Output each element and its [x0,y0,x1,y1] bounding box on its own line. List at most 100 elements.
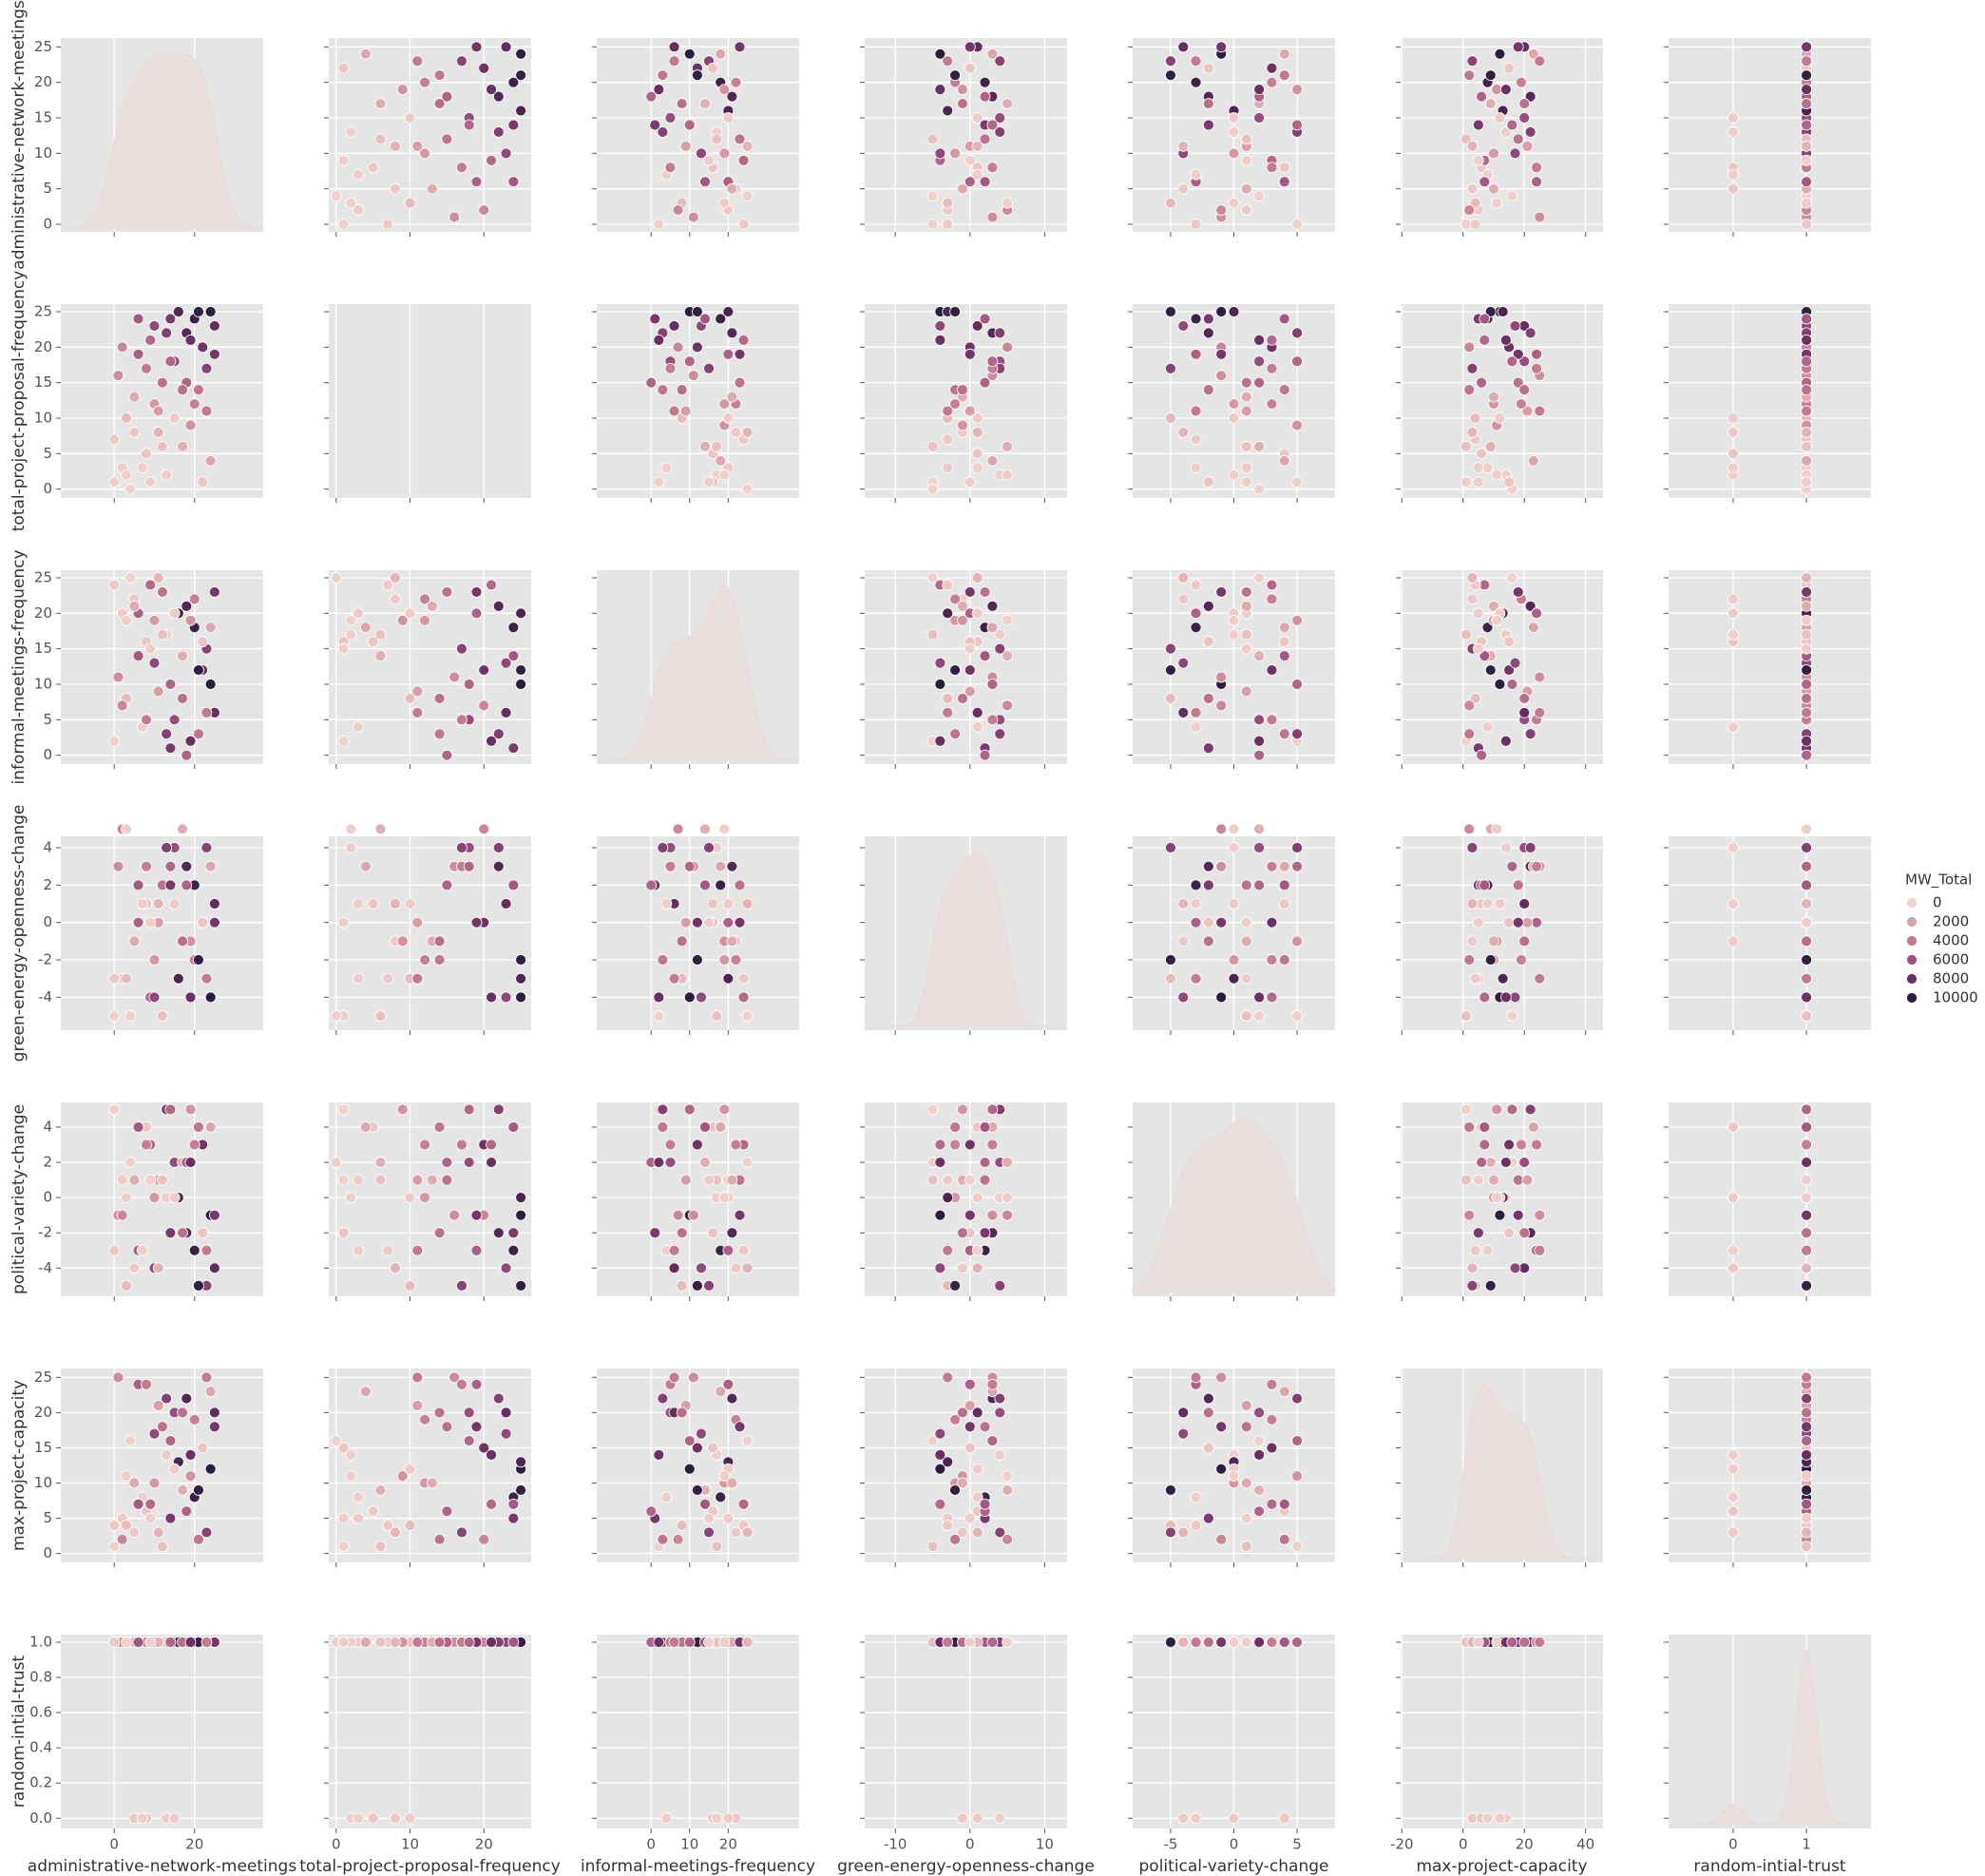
scatter-point [164,1512,177,1524]
scatter-point [1727,1491,1739,1503]
scatter-point [374,1541,387,1553]
scatter-point [1469,197,1481,209]
scatter-point [208,1262,220,1274]
scatter-point [128,1526,141,1539]
scatter-point [1463,954,1476,966]
scatter-point [1466,935,1479,948]
scatter-point [1240,476,1252,488]
scatter-point [345,823,357,835]
scatter-point [699,1498,711,1510]
y-tick-label: 1.0 [29,1633,52,1650]
scatter-point [1801,1435,1812,1446]
scatter-point [926,190,939,202]
scatter-point [1801,355,1812,368]
scatter-point [664,112,677,124]
scatter-point [507,176,520,188]
scatter-point [1801,679,1812,690]
scatter-point [1466,55,1479,67]
scatter-point [994,1812,1006,1825]
scatter-point [492,860,505,872]
scatter-point [515,607,527,620]
scatter-point [1190,579,1202,591]
scatter-point [441,1174,453,1186]
scatter-point [926,1541,939,1553]
scatter-point [1278,1812,1290,1825]
scatter-point [722,112,735,124]
scatter-point [934,147,946,160]
scatter-point [979,1421,991,1433]
legend-label: 2000 [1933,913,1969,930]
scatter-point [1278,384,1290,396]
scatter-point [1534,1637,1546,1648]
scatter-point [184,1470,197,1483]
scatter-point [1466,182,1479,195]
scatter-point [208,348,220,360]
scatter-point [492,728,505,740]
scatter-point [1253,1435,1266,1446]
scatter-point [1801,1103,1812,1116]
scatter-point [1228,1812,1240,1825]
scatter-point [664,1157,677,1168]
scatter-point [1527,1121,1539,1133]
scatter-point [711,1541,723,1553]
scatter-point [1278,454,1290,467]
scatter-point [986,211,999,223]
scatter-point [152,572,164,584]
scatter-point [197,916,209,928]
scatter-point [683,48,696,60]
scatter-point [1494,1209,1506,1221]
scatter-point [957,1262,968,1274]
scatter-point [200,405,213,417]
scatter-point [486,991,497,1004]
y-tick-label: -2 [38,951,52,968]
scatter-point [964,41,976,53]
scatter-point [330,190,342,202]
scatter-point [1801,313,1812,325]
scatter-point [1202,916,1214,928]
scatter-point [979,76,991,88]
scatter-point [1240,642,1252,655]
scatter-point [1516,1139,1527,1151]
scatter-point [1190,1371,1202,1384]
scatter-point [1506,1010,1518,1022]
scatter-point [1524,728,1536,740]
scatter-point [1801,140,1812,152]
scatter-point [144,1498,157,1510]
scatter-point [730,76,742,88]
scatter-point [1491,823,1503,835]
scatter-point [715,1386,727,1398]
y-tick-label: 5 [43,180,52,197]
scatter-point [979,749,991,761]
scatter-point [926,1435,939,1446]
scatter-point [964,664,976,676]
scatter-point [1291,419,1303,431]
scatter-point [1801,1244,1812,1256]
scatter-point [1494,48,1506,60]
scatter-point [942,1520,954,1531]
scatter-point [1460,628,1472,641]
scatter-point [1531,1139,1542,1151]
legend-label: 6000 [1933,951,1969,968]
scatter-point [1253,112,1266,124]
scatter-point [1291,679,1303,690]
scatter-point [500,1262,512,1274]
x-tick-label: 0 [109,1836,119,1853]
scatter-point [672,1209,684,1221]
scatter-point [683,991,696,1004]
y-tick-label: 2 [43,1154,52,1171]
scatter-point [433,98,446,109]
scatter-point [515,679,527,690]
scatter-point [964,1174,976,1186]
scatter-point [396,1470,409,1483]
y-tick-label: 0 [43,1189,52,1206]
scatter-point [507,650,520,662]
scatter-point [433,693,446,704]
scatter-point [164,355,177,368]
scatter-point [1503,664,1515,676]
scatter-point [1506,860,1518,872]
scatter-point [1165,69,1176,82]
scatter-point [382,219,394,230]
scatter-point [1240,1477,1252,1489]
scatter-point [507,119,520,131]
scatter-point [404,112,416,124]
